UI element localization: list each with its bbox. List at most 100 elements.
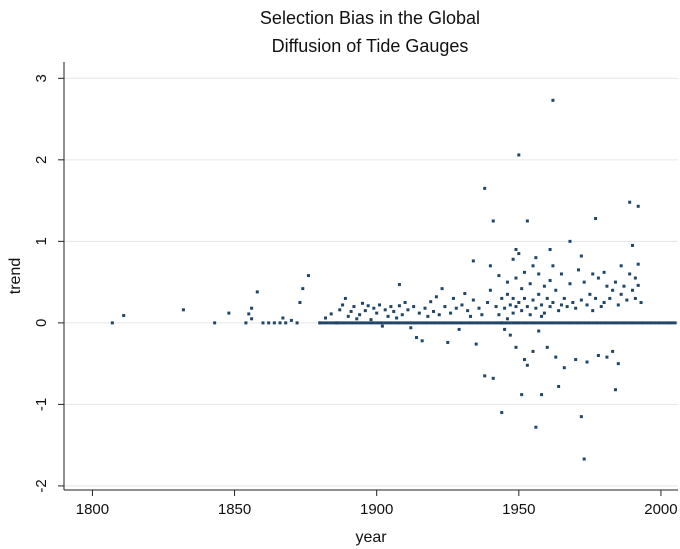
- data-point: [366, 304, 370, 308]
- data-point: [414, 321, 418, 325]
- data-point: [594, 217, 598, 221]
- data-point: [625, 321, 629, 325]
- data-point: [395, 321, 399, 325]
- data-point: [528, 282, 532, 286]
- data-point: [574, 306, 578, 310]
- data-point: [579, 298, 583, 302]
- y-axis-label: trend: [7, 258, 24, 294]
- data-point: [440, 287, 444, 291]
- data-point: [471, 321, 475, 325]
- data-point: [622, 321, 626, 325]
- data-point: [423, 321, 427, 325]
- data-point: [429, 300, 433, 304]
- data-point: [577, 268, 581, 272]
- data-point: [409, 321, 413, 325]
- data-point: [352, 305, 356, 309]
- data-point: [477, 321, 481, 325]
- data-point: [434, 321, 438, 325]
- data-point: [343, 321, 347, 325]
- data-point: [255, 290, 259, 294]
- data-point: [486, 321, 490, 325]
- data-point: [531, 264, 535, 268]
- data-point: [412, 305, 416, 309]
- data-point: [628, 321, 632, 325]
- data-point: [639, 300, 643, 304]
- data-point: [306, 274, 310, 278]
- data-point: [403, 321, 407, 325]
- data-point: [554, 355, 558, 359]
- data-point: [412, 321, 416, 325]
- y-tick-label: -1: [33, 398, 50, 411]
- data-point: [542, 284, 546, 288]
- data-point: [338, 308, 342, 312]
- data-point: [466, 321, 470, 325]
- data-point: [454, 306, 458, 310]
- data-point: [386, 314, 390, 318]
- data-point: [434, 295, 438, 299]
- data-point: [324, 321, 328, 325]
- data-point: [540, 393, 544, 397]
- y-tick-label: 1: [33, 237, 50, 245]
- data-point: [321, 321, 325, 325]
- data-point: [213, 321, 217, 325]
- data-point: [562, 321, 566, 325]
- data-point: [375, 311, 379, 315]
- data-point: [540, 303, 544, 307]
- data-point: [523, 270, 526, 274]
- data-point: [341, 303, 345, 307]
- data-point: [514, 248, 518, 252]
- data-point: [557, 309, 561, 313]
- data-point: [443, 305, 447, 309]
- data-point: [665, 321, 669, 325]
- data-point: [602, 321, 606, 325]
- data-point: [628, 272, 632, 276]
- data-point: [559, 272, 563, 276]
- data-point: [585, 303, 589, 307]
- data-point: [298, 300, 302, 304]
- data-point: [662, 321, 666, 325]
- data-point: [537, 272, 541, 276]
- data-point: [673, 321, 677, 325]
- data-point: [460, 321, 464, 325]
- data-point: [520, 287, 524, 291]
- data-point: [548, 278, 552, 282]
- data-point: [247, 312, 251, 316]
- data-point: [579, 415, 583, 419]
- data-point: [508, 303, 512, 307]
- data-point: [531, 321, 535, 325]
- data-point: [545, 345, 549, 349]
- data-point: [181, 308, 185, 312]
- data-point: [358, 321, 362, 325]
- data-point: [378, 321, 382, 325]
- data-point: [633, 276, 637, 280]
- data-point: [483, 186, 487, 190]
- data-point: [551, 264, 555, 268]
- data-point: [631, 243, 635, 247]
- data-point: [429, 321, 433, 325]
- data-point: [380, 324, 384, 328]
- data-point: [511, 296, 515, 300]
- data-point: [619, 264, 623, 268]
- data-point: [437, 321, 441, 325]
- data-point: [360, 321, 364, 325]
- data-point: [122, 314, 126, 318]
- data-point: [636, 321, 640, 325]
- data-point: [417, 311, 421, 315]
- data-point: [505, 292, 509, 296]
- x-axis-label: year: [355, 529, 387, 546]
- data-point: [505, 321, 509, 325]
- data-point: [525, 219, 529, 223]
- data-point: [508, 321, 512, 325]
- data-point: [329, 321, 333, 325]
- data-point: [514, 276, 518, 280]
- data-point: [520, 309, 524, 313]
- data-point: [588, 292, 592, 296]
- data-point: [500, 411, 504, 415]
- data-point: [380, 321, 384, 325]
- data-point: [574, 358, 578, 362]
- data-point: [505, 317, 509, 321]
- data-point: [326, 321, 330, 325]
- data-point: [514, 345, 518, 349]
- data-point: [659, 321, 663, 325]
- data-point: [488, 288, 492, 292]
